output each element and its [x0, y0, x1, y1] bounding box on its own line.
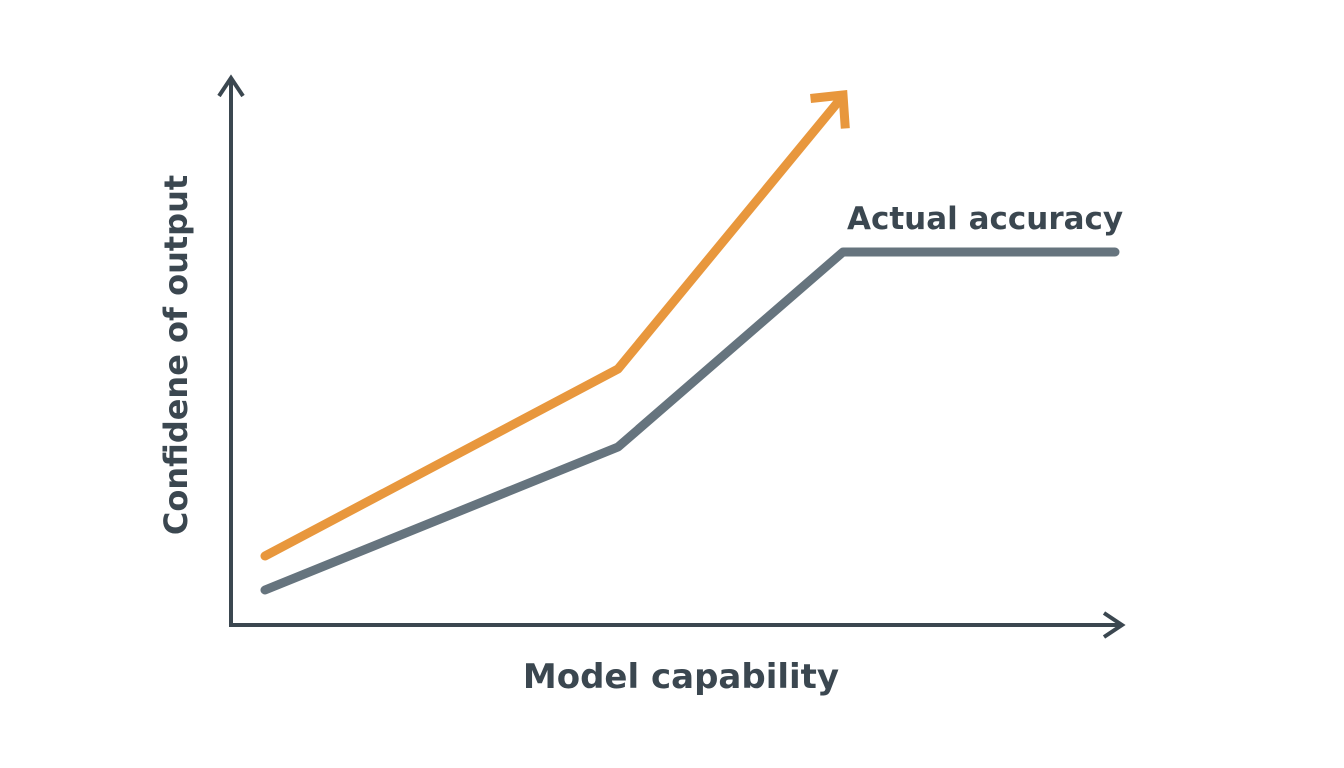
accuracy-line: [260, 247, 1120, 595]
confidence-arrow: [810, 90, 850, 129]
y-axis-label: Confidene of output: [157, 175, 195, 535]
confidence-line: [260, 97, 843, 561]
x-axis-label: Model capability: [523, 657, 839, 697]
x-axis-arrow: [1102, 611, 1126, 639]
line-label: Actual accuracy: [847, 201, 1123, 237]
y-axis-arrow: [217, 74, 245, 98]
